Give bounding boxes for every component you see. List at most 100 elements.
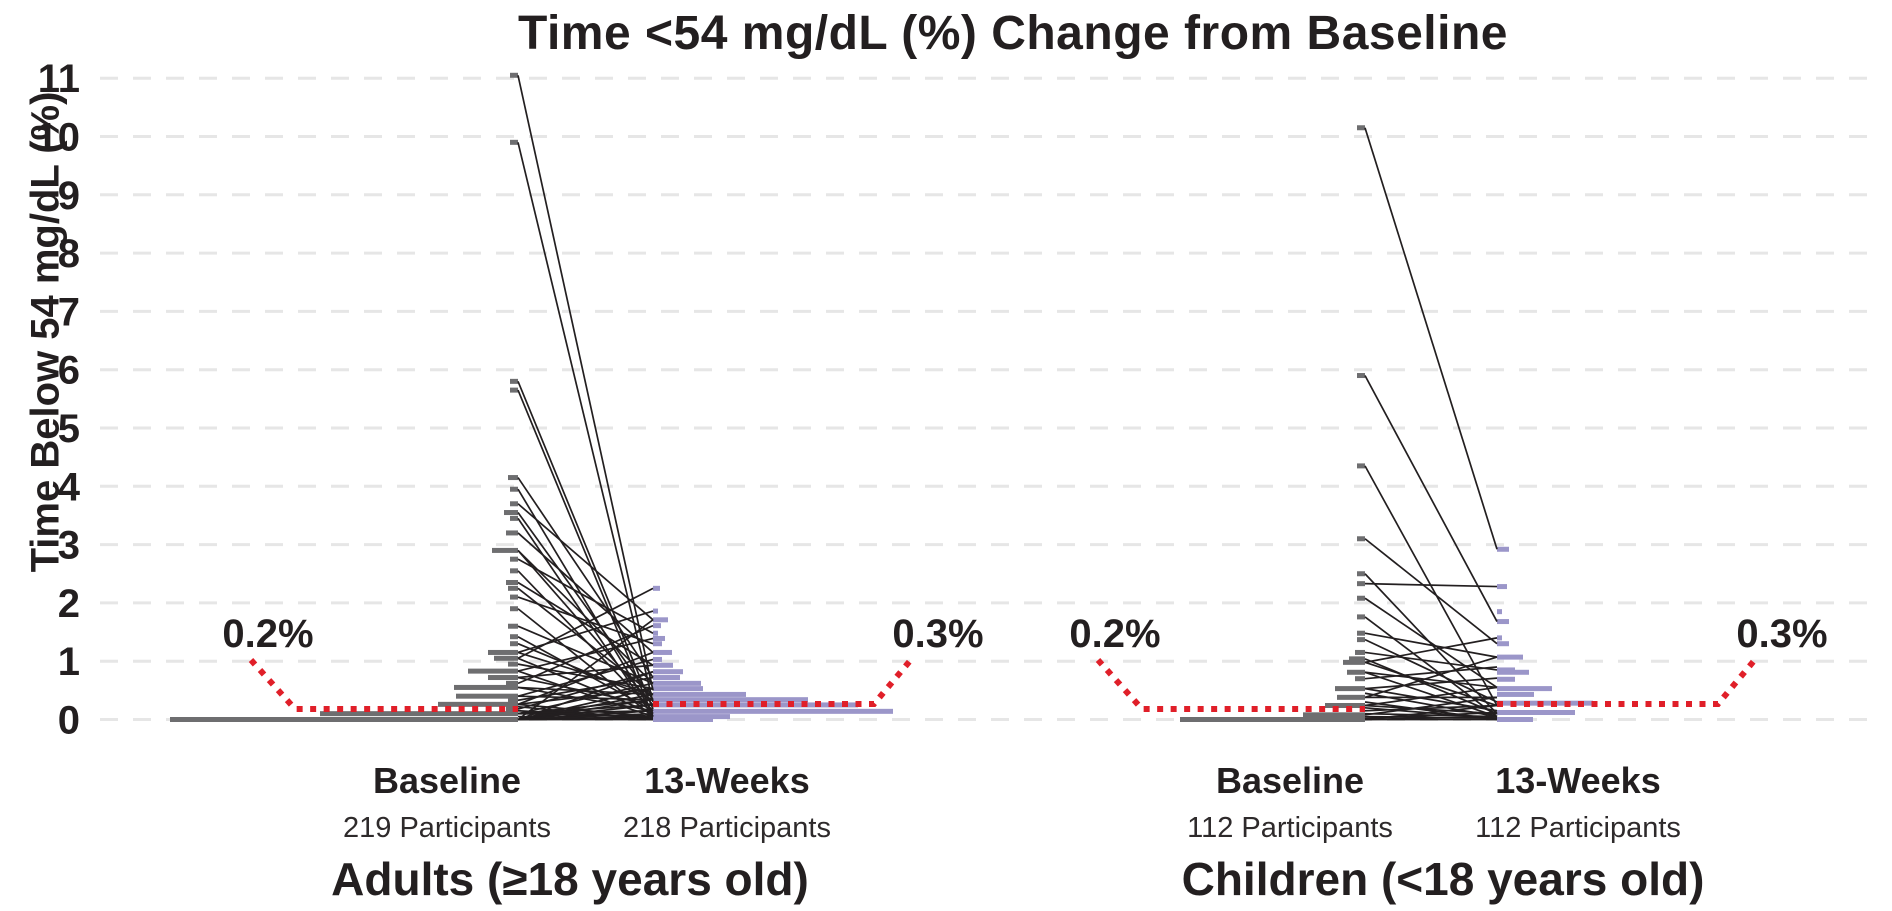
baseline-histogram-bar	[510, 568, 518, 574]
week13-histogram-bar	[653, 675, 680, 681]
week13-histogram-bar	[653, 686, 703, 692]
baseline-histogram-bar	[1303, 712, 1365, 718]
baseline-histogram-bar	[510, 378, 518, 384]
baseline-histogram-bar	[510, 606, 518, 612]
week13-histogram-bar	[653, 714, 730, 720]
baseline-histogram-bar	[1357, 595, 1365, 601]
y-tick-label: 5	[58, 407, 80, 451]
week13-histogram-bar	[1497, 691, 1534, 697]
week13-histogram-bar	[653, 617, 668, 623]
participant-slope-line	[1364, 538, 1498, 645]
week13-histogram-bar	[1497, 717, 1533, 722]
participant-slope-line	[1364, 651, 1498, 671]
baseline-histogram-bar	[492, 547, 518, 553]
baseline-histogram-bar	[488, 675, 518, 681]
baseline-histogram-bar	[506, 680, 518, 686]
y-tick-label: 2	[58, 582, 80, 626]
baseline-histogram-bar	[454, 684, 518, 690]
week13-histogram-bar	[653, 708, 893, 714]
baseline-histogram-bar	[456, 693, 518, 699]
participant-slope-line	[1364, 638, 1498, 703]
participant-slope-line	[517, 558, 654, 634]
children-baseline-participants: 112 Participants	[1187, 812, 1393, 844]
participant-slope-line	[517, 587, 654, 660]
baseline-histogram-bar	[1357, 125, 1365, 131]
y-tick-label: 4	[58, 465, 81, 509]
baseline-histogram-bar	[1357, 571, 1365, 577]
children-week13-participants: 112 Participants	[1475, 812, 1681, 844]
baseline-histogram-bar	[1357, 373, 1365, 379]
participant-slope-line	[517, 698, 654, 721]
week13-histogram-bar	[1497, 669, 1529, 675]
participant-slope-line	[517, 687, 654, 721]
week13-histogram-bar	[1497, 584, 1507, 590]
baseline-histogram-bar	[510, 139, 518, 145]
y-tick-label: 7	[58, 290, 80, 334]
participant-slope-line	[517, 670, 654, 718]
participant-slope-line	[1364, 671, 1498, 718]
week13-histogram-bar	[1497, 641, 1509, 647]
week13-histogram-bar	[653, 702, 858, 708]
week13-histogram-bar	[1497, 710, 1575, 716]
baseline-histogram-bar	[510, 486, 518, 492]
adults-panel-title: Adults (≥18 years old)	[331, 853, 809, 905]
baseline-histogram-bar	[1357, 536, 1365, 542]
baseline-histogram-bar	[510, 641, 518, 647]
week13-histogram-bar	[653, 680, 701, 686]
week13-median-dotted-line	[1497, 654, 1761, 707]
participant-slope-line	[517, 663, 654, 690]
baseline-histogram-bar	[1355, 676, 1365, 682]
participant-slope-line	[517, 664, 654, 679]
participant-slope-line	[1364, 671, 1498, 689]
y-tick-label: 0	[58, 699, 80, 743]
participant-slope-line	[1364, 701, 1498, 721]
participant-slope-line	[1364, 656, 1498, 699]
baseline-histogram-bar	[508, 585, 518, 591]
week13-histogram-bar	[653, 635, 665, 641]
participant-slope-line	[1364, 704, 1498, 721]
chart-title: Time <54 mg/dL (%) Change from Baseline	[518, 7, 1508, 60]
participant-slope-line	[517, 532, 654, 654]
participant-slope-line	[1364, 658, 1498, 715]
participant-slope-line	[517, 587, 654, 696]
week13-histogram-bar	[1497, 676, 1515, 682]
adults-week13-participants: 218 Participants	[623, 812, 831, 844]
baseline-histogram-bar	[510, 594, 518, 600]
week13-median-dotted-line	[653, 654, 917, 707]
week13-histogram-bar	[653, 630, 658, 636]
participant-slope-line	[1364, 632, 1498, 658]
week13-histogram-bar	[1497, 686, 1552, 692]
baseline-median-dotted-line	[248, 657, 518, 712]
week13-histogram-bar	[653, 697, 808, 703]
participant-slope-line	[517, 693, 654, 721]
adults-baseline-column-label: Baseline	[372, 760, 522, 801]
baseline-histogram-bar	[468, 668, 518, 674]
participant-slope-line	[1364, 582, 1498, 588]
participant-slope-line	[517, 512, 654, 701]
week13-histogram-bar	[653, 691, 746, 697]
baseline-histogram-bar	[510, 515, 518, 521]
participant-slope-line	[1364, 666, 1498, 680]
participant-slope-line	[1364, 637, 1498, 664]
y-tick-label: 11	[38, 57, 80, 101]
baseline-histogram-bar	[506, 579, 518, 585]
baseline-histogram-bar	[494, 655, 518, 661]
baseline-median-dotted-line	[1095, 657, 1365, 712]
baseline-histogram-bar	[488, 649, 518, 655]
baseline-histogram-bar	[508, 697, 518, 703]
baseline-histogram-bar	[510, 501, 518, 507]
participant-slope-line	[1364, 375, 1498, 622]
children-baseline-column-label: Baseline	[1215, 760, 1365, 801]
participant-slope-line	[1364, 127, 1498, 550]
children-panel-title: Children (<18 years old)	[1181, 853, 1705, 905]
participant-slope-line	[517, 651, 654, 696]
baseline-histogram-bar	[508, 475, 518, 481]
baseline-histogram-bar	[1180, 717, 1365, 722]
baseline-histogram-bar	[510, 634, 518, 640]
week13-histogram-bar	[653, 649, 672, 655]
y-tick-label: 9	[58, 174, 80, 218]
baseline-histogram-bar	[506, 530, 518, 536]
participant-slope-line	[1364, 597, 1498, 689]
adults-baseline-median-label: 0.2%	[222, 612, 314, 656]
